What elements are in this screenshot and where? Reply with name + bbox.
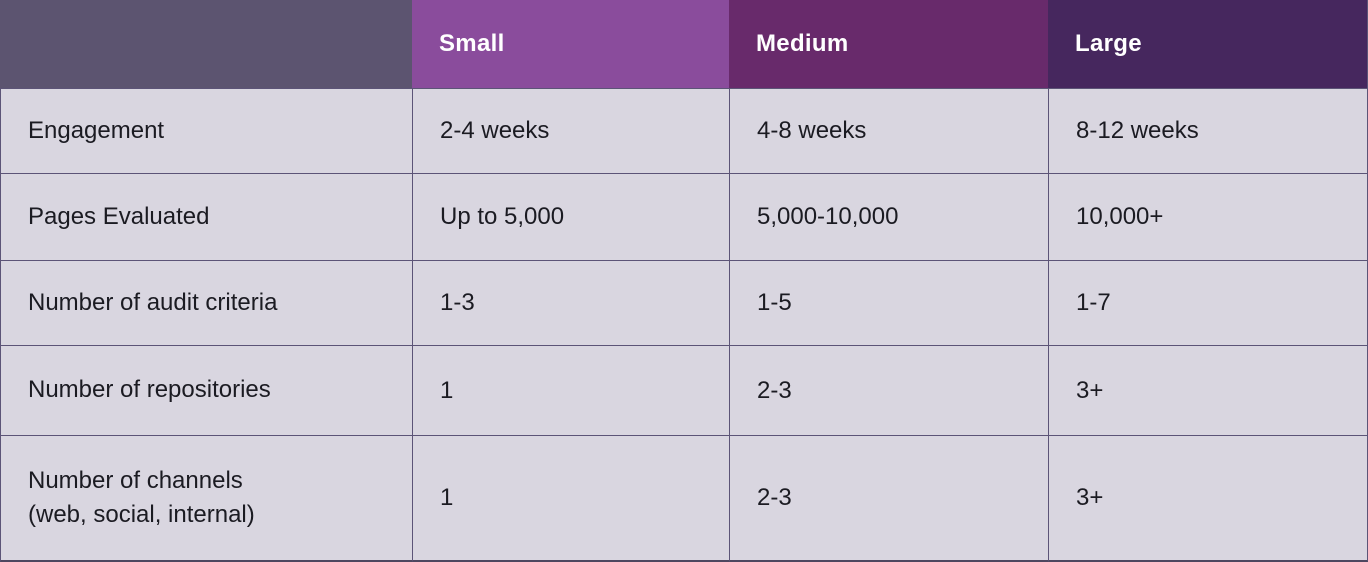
row-label-engagement: Engagement: [0, 88, 412, 173]
column-header-small: Small: [412, 0, 729, 88]
value-repositories-large: 3+: [1048, 345, 1368, 435]
value-channels-small: 1: [412, 435, 729, 562]
column-header-large: Large: [1048, 0, 1368, 88]
value-engagement-large: 8-12 weeks: [1048, 88, 1368, 173]
value-pages-medium: 5,000-10,000: [729, 173, 1048, 260]
value-channels-medium: 2-3: [729, 435, 1048, 562]
value-criteria-small: 1-3: [412, 260, 729, 345]
value-engagement-small: 2-4 weeks: [412, 88, 729, 173]
value-criteria-medium: 1-5: [729, 260, 1048, 345]
value-repositories-medium: 2-3: [729, 345, 1048, 435]
value-repositories-small: 1: [412, 345, 729, 435]
row-label-channels: Number of channels (web, social, interna…: [0, 435, 412, 562]
column-header-medium: Medium: [729, 0, 1048, 88]
value-pages-large: 10,000+: [1048, 173, 1368, 260]
row-label-repositories: Number of repositories: [0, 345, 412, 435]
value-criteria-large: 1-7: [1048, 260, 1368, 345]
value-engagement-medium: 4-8 weeks: [729, 88, 1048, 173]
header-corner-cell: [0, 0, 412, 88]
row-label-pages-evaluated: Pages Evaluated: [0, 173, 412, 260]
value-pages-small: Up to 5,000: [412, 173, 729, 260]
value-channels-large: 3+: [1048, 435, 1368, 562]
row-label-audit-criteria: Number of audit criteria: [0, 260, 412, 345]
